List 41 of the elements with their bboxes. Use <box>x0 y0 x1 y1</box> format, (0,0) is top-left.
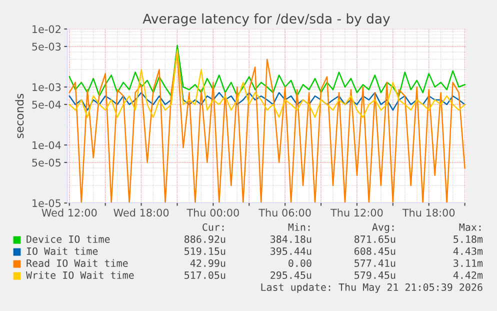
x-tick-label: Wed 12:00 <box>42 208 97 217</box>
legend-label: Write IO Wait time <box>26 271 134 279</box>
text: 384.18u <box>270 235 312 243</box>
text: 395.44u <box>270 247 312 255</box>
legend-label: Device IO time <box>26 235 110 243</box>
y-tick-label: 5e-04 <box>32 100 61 109</box>
text: 295.45u <box>270 271 312 279</box>
text: 4.42m <box>453 271 483 279</box>
y-tick-label: 1e-02 <box>32 25 60 34</box>
text: Last update: Thu May 21 21:05:39 2026 <box>261 283 482 293</box>
line-series <box>68 44 466 97</box>
y-tick-label: 5e-03 <box>32 42 61 51</box>
text: 577.41u <box>354 259 396 267</box>
y-axis-title: seconds <box>15 94 24 138</box>
y-tick-label: 1e-05 <box>32 199 61 208</box>
text: Min: <box>288 223 310 231</box>
x-tick-label: Thu 12:00 <box>330 208 383 217</box>
y-tick-label: 1e-04 <box>32 141 61 150</box>
legend-label: IO Wait time <box>26 247 98 255</box>
x-tick-label: Wed 18:00 <box>114 208 169 217</box>
text: 0.00 <box>288 259 312 267</box>
text: 4.43m <box>453 247 483 255</box>
chart-title: Average latency for /dev/sda - by day <box>142 13 390 26</box>
x-tick-label: Thu 06:00 <box>258 208 311 217</box>
text: 517.05u <box>184 271 226 279</box>
text: 871.65u <box>354 235 396 243</box>
legend-label: Read IO Wait time <box>26 259 128 267</box>
x-tick-label: Thu 18:00 <box>402 208 455 217</box>
text: 519.15u <box>184 247 226 255</box>
text: 886.92u <box>184 235 226 243</box>
y-tick-label: 5e-05 <box>32 158 61 167</box>
text: Avg: <box>372 223 394 233</box>
text: 3.11m <box>454 259 483 267</box>
x-tick-label: Thu 00:00 <box>186 208 239 217</box>
text: 608.45u <box>354 247 396 255</box>
text: 579.45u <box>354 271 396 279</box>
text: 42.99u <box>190 259 226 267</box>
text: 5.18m <box>454 235 483 243</box>
text: Max: <box>459 223 481 231</box>
y-tick-label: 1e-03 <box>32 83 61 92</box>
text: Cur: <box>202 223 224 231</box>
